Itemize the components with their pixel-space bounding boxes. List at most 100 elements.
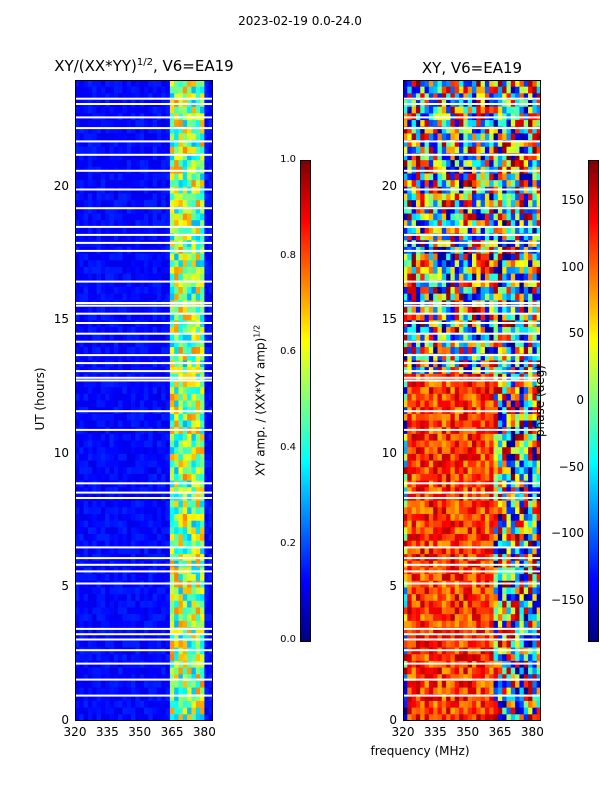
heatmap-cell bbox=[519, 173, 525, 181]
heatmap-cell bbox=[100, 514, 106, 522]
heatmap-cell bbox=[118, 467, 124, 475]
heatmap-cell bbox=[83, 420, 89, 428]
heatmap-cell bbox=[113, 440, 119, 448]
heatmap-cell bbox=[118, 173, 124, 181]
heatmap-cell bbox=[195, 340, 201, 348]
heatmap-cell bbox=[83, 413, 89, 422]
heatmap-cell bbox=[92, 126, 98, 135]
heatmap-cell bbox=[528, 420, 533, 428]
heatmap-cell bbox=[441, 140, 447, 148]
heatmap-cell bbox=[208, 460, 213, 468]
heatmap-cell bbox=[407, 440, 413, 448]
heatmap-cell bbox=[441, 467, 447, 475]
heatmap-cell bbox=[131, 193, 136, 201]
heatmap-cell bbox=[200, 674, 205, 682]
heatmap-cell bbox=[126, 587, 132, 595]
heatmap-cell bbox=[528, 93, 533, 101]
heatmap-cell bbox=[178, 707, 184, 715]
heatmap-cell bbox=[450, 273, 456, 281]
heatmap-cell bbox=[437, 280, 443, 288]
heatmap-cell bbox=[75, 547, 80, 555]
heatmap-cell bbox=[122, 473, 128, 482]
heatmap-cell bbox=[467, 220, 473, 228]
heatmap-cell bbox=[536, 280, 541, 288]
heatmap-cell bbox=[480, 460, 486, 468]
heatmap-cell bbox=[433, 387, 439, 395]
heatmap-cell bbox=[403, 453, 408, 462]
heatmap-cell bbox=[519, 153, 525, 161]
heatmap-cell bbox=[126, 447, 132, 455]
heatmap-cell bbox=[441, 180, 447, 188]
heatmap-cell bbox=[433, 413, 439, 422]
heatmap-cell bbox=[433, 293, 439, 301]
heatmap-cell bbox=[75, 333, 80, 342]
heatmap-cell bbox=[454, 327, 460, 335]
heatmap-cell bbox=[195, 500, 201, 508]
heatmap-cell bbox=[178, 667, 184, 675]
heatmap-cell bbox=[182, 687, 188, 695]
heatmap-cell bbox=[195, 520, 201, 528]
heatmap-cell bbox=[523, 260, 529, 268]
heatmap-cell bbox=[415, 140, 421, 148]
heatmap-cell bbox=[204, 447, 210, 455]
heatmap-cell bbox=[506, 93, 512, 101]
heatmap-cell bbox=[480, 193, 486, 201]
heatmap-cell bbox=[493, 347, 499, 355]
heatmap-cell bbox=[161, 133, 167, 141]
heatmap-cell bbox=[139, 307, 145, 315]
heatmap-cell bbox=[148, 146, 154, 155]
heatmap-cell bbox=[480, 333, 486, 342]
heatmap-cell bbox=[523, 140, 529, 148]
heatmap-cell bbox=[100, 600, 106, 609]
heatmap-cell bbox=[424, 226, 430, 235]
heatmap-cell bbox=[178, 380, 184, 388]
heatmap-cell bbox=[536, 293, 541, 301]
heatmap-cell bbox=[87, 473, 93, 482]
heatmap-cell bbox=[113, 594, 119, 602]
heatmap-cell bbox=[182, 460, 188, 468]
heatmap-cell bbox=[122, 707, 128, 715]
heatmap-cell bbox=[144, 353, 149, 362]
heatmap-cell bbox=[169, 393, 175, 402]
heatmap-cell bbox=[109, 420, 115, 428]
heatmap-cell bbox=[79, 574, 85, 582]
heatmap-cell bbox=[200, 473, 205, 482]
heatmap-cell bbox=[118, 674, 124, 682]
heatmap-cell bbox=[446, 220, 452, 228]
heatmap-cell bbox=[122, 220, 128, 228]
heatmap-cell bbox=[467, 133, 473, 141]
heatmap-cell bbox=[161, 340, 167, 348]
heatmap-cell bbox=[195, 694, 201, 702]
heatmap-cell bbox=[484, 273, 490, 281]
heatmap-cell bbox=[497, 293, 503, 301]
heatmap-cell bbox=[506, 393, 512, 402]
heatmap-cell bbox=[87, 173, 93, 181]
heatmap-cell bbox=[424, 347, 430, 355]
heatmap-cell bbox=[411, 253, 417, 261]
heatmap-cell bbox=[441, 206, 447, 215]
heatmap-cell bbox=[165, 627, 171, 635]
heatmap-cell bbox=[463, 86, 469, 94]
heatmap-cell bbox=[165, 714, 171, 721]
heatmap-cell bbox=[536, 320, 541, 328]
heatmap-cell bbox=[126, 627, 132, 635]
heatmap-cell bbox=[493, 153, 499, 161]
heatmap-cell bbox=[139, 714, 145, 721]
heatmap-cell bbox=[428, 133, 434, 141]
heatmap-cell bbox=[100, 313, 106, 321]
heatmap-cell bbox=[79, 340, 85, 348]
heatmap-cell bbox=[122, 714, 128, 721]
heatmap-cell bbox=[148, 620, 154, 629]
heatmap-cell bbox=[122, 213, 128, 221]
heatmap-cell bbox=[126, 694, 132, 702]
heatmap-cell bbox=[204, 540, 210, 548]
heatmap-cell bbox=[411, 353, 417, 362]
heatmap-cell bbox=[407, 206, 413, 215]
heatmap-cell bbox=[428, 353, 434, 362]
heatmap-cell bbox=[92, 160, 98, 168]
heatmap-cell bbox=[536, 353, 541, 362]
flagged-row bbox=[75, 340, 213, 343]
heatmap-cell bbox=[450, 307, 456, 315]
heatmap-cell bbox=[502, 133, 508, 141]
heatmap-cell bbox=[100, 447, 106, 455]
